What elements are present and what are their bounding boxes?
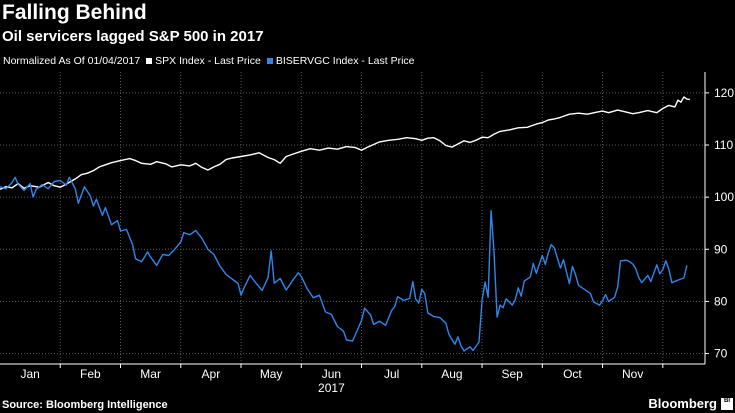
chart-title: Falling Behind	[2, 1, 147, 24]
x-tick-label-jul: Jul	[384, 367, 399, 381]
legend-item-spx: SPX Index - Last Price	[146, 55, 261, 67]
legend-swatch-biservgc	[266, 58, 273, 64]
legend-item-biservgc: BISERVGC Index - Last Price	[266, 55, 415, 67]
y-tick-label-90: 90	[714, 242, 728, 256]
brand-logo: Bloomberg	[648, 396, 717, 411]
y-tick-label-70: 70	[714, 347, 728, 361]
x-tick-label-oct: Oct	[563, 367, 582, 381]
x-tick-label-jun: Jun	[322, 367, 341, 381]
y-tick-label-100: 100	[714, 190, 734, 204]
y-tick-label-110: 110	[714, 138, 733, 152]
y-tick-label-120: 120	[714, 86, 734, 100]
bloomberg-intelligence-icon: BI	[721, 398, 733, 410]
legend-note: Normalized As Of 01/04/2017	[3, 55, 140, 67]
x-tick-label-may: May	[260, 367, 283, 381]
legend-swatch-spx	[146, 58, 153, 64]
source-note: Source: Bloomberg Intelligence	[2, 399, 168, 411]
x-tick-label-jan: Jan	[20, 367, 39, 381]
x-axis-label: 2017	[318, 381, 345, 395]
legend-label-biservgc: BISERVGC Index - Last Price	[275, 55, 415, 67]
y-tick-label-80: 80	[714, 294, 728, 308]
x-tick-label-feb: Feb	[80, 367, 101, 381]
legend: Normalized As Of 01/04/2017 SPX Index - …	[3, 55, 421, 67]
x-tick-label-aug: Aug	[441, 367, 462, 381]
x-tick-label-mar: Mar	[140, 367, 161, 381]
legend-note-label: Normalized As Of 01/04/2017	[3, 55, 141, 67]
x-tick-label-sep: Sep	[501, 367, 523, 381]
series-line-biservgc	[0, 176, 688, 352]
chart-subtitle: Oil servicers lagged S&P 500 in 2017	[2, 28, 264, 45]
legend-label-spx: SPX Index - Last Price	[155, 55, 261, 67]
series-line-spx	[0, 96, 691, 190]
x-tick-label-nov: Nov	[622, 367, 643, 381]
x-tick-label-apr: Apr	[202, 367, 221, 381]
